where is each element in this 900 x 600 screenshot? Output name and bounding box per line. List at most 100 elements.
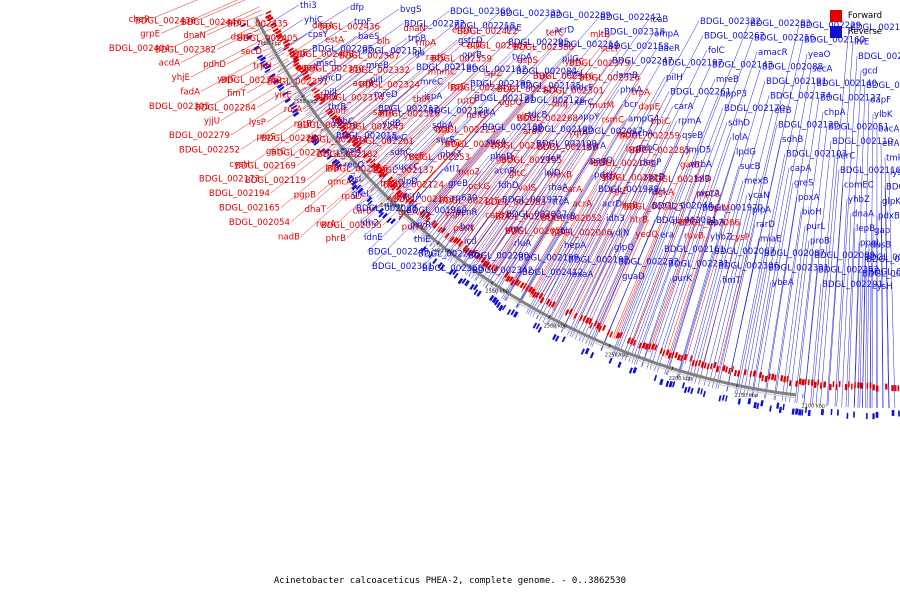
reverse-leader-line xyxy=(367,124,432,190)
forward-gene-glyph xyxy=(894,385,897,392)
forward-gene-glyph xyxy=(733,369,738,377)
reverse-gene-glyph xyxy=(313,140,320,146)
forward-gene-glyph xyxy=(484,261,491,268)
reverse-leader-line xyxy=(641,122,728,367)
reverse-leader-line xyxy=(370,14,550,192)
reverse-gene-label: qseB xyxy=(682,131,703,141)
legend-item-reverse: Reverse xyxy=(829,24,882,40)
forward-gene-label: nadB xyxy=(278,233,300,243)
forward-gene-label: BDGL_002279 xyxy=(169,131,230,141)
reverse-gene-glyph xyxy=(272,78,280,85)
reverse-gene-label: ampG4 xyxy=(628,115,659,125)
reverse-gene-glyph xyxy=(348,177,355,183)
reverse-gene-label: BDGL_002015 xyxy=(336,132,397,142)
reverse-leader-line xyxy=(429,31,604,247)
reverse-leader-line xyxy=(526,244,564,314)
forward-gene-glyph xyxy=(464,247,470,254)
reverse-gene-label: yeaO xyxy=(808,50,831,60)
reverse-gene-glyph xyxy=(653,374,658,382)
forward-leader-line xyxy=(380,168,390,179)
forward-gene-glyph xyxy=(366,158,372,164)
scale-tick xyxy=(608,343,611,348)
forward-gene-glyph xyxy=(783,376,787,383)
reverse-gene-glyph xyxy=(367,200,373,206)
forward-leader-line xyxy=(598,219,650,333)
reverse-gene-label: chpA xyxy=(824,108,846,118)
reverse-gene-label: BDGL_002216 xyxy=(754,34,815,44)
forward-gene-label: ppiC xyxy=(651,117,670,127)
reverse-leader-line xyxy=(641,277,672,367)
reverse-gene-glyph xyxy=(552,333,557,341)
reverse-gene-glyph xyxy=(617,361,622,368)
forward-gene-label: BDGL_002435 xyxy=(227,20,288,30)
reverse-leader-line xyxy=(313,79,370,125)
reverse-gene-label: bcr xyxy=(624,100,638,110)
forward-gene-label: oprM xyxy=(708,204,730,214)
reverse-gene-label: BDGL_002261 xyxy=(670,88,731,98)
forward-leader-line xyxy=(373,58,494,172)
reverse-leader-line xyxy=(820,169,840,406)
forward-leader-line xyxy=(286,24,336,57)
forward-leader-line xyxy=(206,10,262,36)
reverse-gene-label: mexB xyxy=(744,177,769,187)
forward-gene-glyph xyxy=(709,363,713,370)
reverse-leader-line xyxy=(311,106,328,122)
reverse-gene-label: BDGL_002272 xyxy=(404,20,465,30)
forward-gene-label: cysP xyxy=(731,233,750,243)
forward-gene-glyph xyxy=(564,309,570,316)
reverse-gene-glyph xyxy=(872,413,875,420)
forward-gene-glyph xyxy=(351,138,358,144)
reverse-gene-label: hepA xyxy=(564,241,586,251)
reverse-gene-label: wprA xyxy=(698,189,720,199)
reverse-gene-glyph xyxy=(561,336,566,343)
forward-gene-label: olEI xyxy=(516,113,532,123)
reverse-leader-line xyxy=(847,227,856,408)
reverse-gene-glyph xyxy=(469,283,475,291)
reverse-leader-line xyxy=(815,26,850,406)
forward-gene-glyph xyxy=(282,39,289,45)
reverse-gene-glyph xyxy=(681,382,685,389)
reverse-leader-line xyxy=(466,116,578,275)
reverse-leader-line xyxy=(342,164,347,166)
forward-gene-glyph xyxy=(272,27,279,33)
reverse-leader-line xyxy=(717,223,756,390)
scale-tick xyxy=(386,196,391,201)
reverse-leader-line xyxy=(479,130,582,284)
reverse-gene-label: BDGL_002121 xyxy=(428,107,489,117)
forward-leader-line xyxy=(504,174,574,282)
reverse-leader-line xyxy=(590,205,652,347)
forward-gene-label: BDGL_002125 xyxy=(623,203,684,213)
reverse-gene-label: BDGL_002078 xyxy=(866,81,900,91)
scale-tick xyxy=(341,147,346,151)
reverse-gene-glyph xyxy=(498,304,504,312)
forward-gene-label: mltB xyxy=(590,30,610,40)
reverse-gene-label: sucA xyxy=(486,138,507,148)
reverse-gene-glyph xyxy=(628,367,633,374)
reverse-gene-glyph xyxy=(473,284,479,291)
reverse-gene-glyph xyxy=(282,91,289,97)
forward-gene-glyph xyxy=(532,291,538,298)
forward-gene-glyph xyxy=(313,89,320,94)
forward-gene-glyph xyxy=(279,37,286,43)
reverse-gene-label: BDGL_002256 xyxy=(858,52,900,62)
reverse-leader-line xyxy=(665,151,736,376)
forward-gene-label: BDGL_002156 xyxy=(327,165,388,175)
forward-leader-line xyxy=(344,124,360,139)
forward-leader-line xyxy=(363,98,432,162)
reverse-leader-line xyxy=(384,29,554,206)
forward-gene-label: pdhD xyxy=(203,60,226,70)
forward-leader-line xyxy=(471,145,554,259)
reverse-gene-label: BDGL_002037 xyxy=(506,210,567,220)
reverse-gene-label: jmjD5 xyxy=(685,146,711,156)
reverse-gene-label: proB xyxy=(810,237,830,247)
forward-leader-line xyxy=(150,0,198,20)
forward-leader-line xyxy=(494,132,590,275)
forward-gene-glyph xyxy=(377,168,384,175)
forward-leader-line xyxy=(488,159,564,271)
reverse-gene-glyph xyxy=(794,408,799,415)
reverse-gene-label: phnA xyxy=(620,86,642,96)
reverse-gene-label: guaD xyxy=(622,272,645,282)
forward-leader-line xyxy=(513,216,558,288)
reverse-gene-label: rnc xyxy=(510,225,524,235)
forward-gene-glyph xyxy=(303,73,310,80)
